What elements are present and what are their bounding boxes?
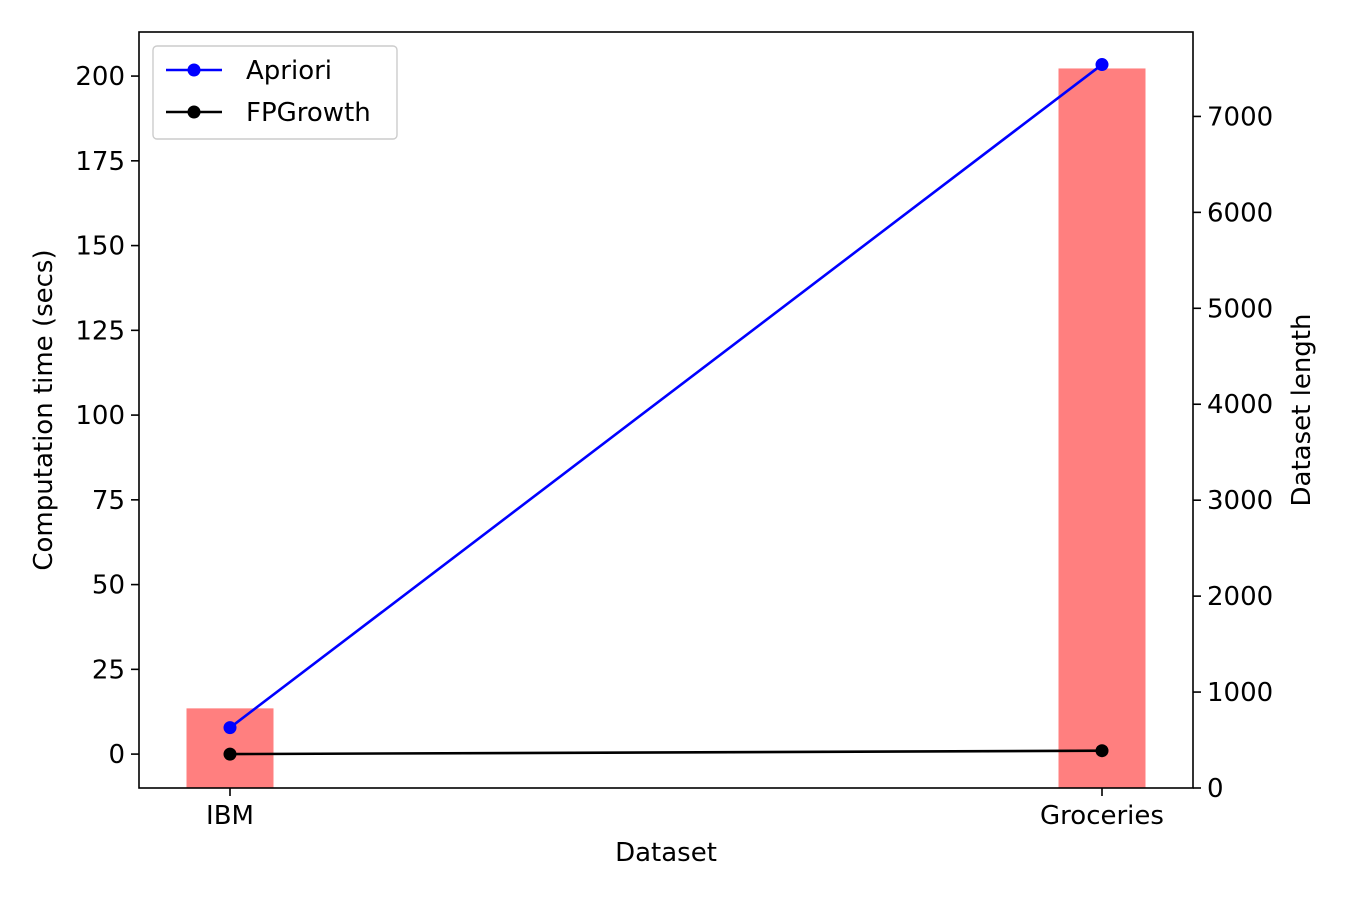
lines-layer xyxy=(187,58,1146,788)
x-axis: IBM Groceries xyxy=(206,788,1164,831)
left-tick-label: 25 xyxy=(92,655,125,685)
point-apriori-ibm xyxy=(223,721,237,735)
bar-overlay-groceries xyxy=(1059,68,1146,788)
left-tick-label: 175 xyxy=(75,147,125,177)
left-tick-label: 0 xyxy=(108,740,125,770)
right-tick-label: 1000 xyxy=(1207,678,1273,708)
x-axis-title: Dataset xyxy=(615,838,717,868)
left-y-axis-title: Computation time (secs) xyxy=(29,249,59,570)
legend: Apriori FPGrowth xyxy=(152,45,398,140)
right-y-axis: 0 1000 2000 3000 4000 5000 6000 7000 xyxy=(1193,102,1273,804)
legend-label-apriori: Apriori xyxy=(246,56,332,86)
right-tick-label: 6000 xyxy=(1207,198,1273,228)
right-y-axis-title: Dataset length xyxy=(1287,314,1317,507)
point-fpgrowth-ibm xyxy=(223,747,237,761)
x-tick-label-groceries: Groceries xyxy=(1040,801,1164,831)
bars-layer xyxy=(186,68,1146,789)
left-y-axis: 0 25 50 75 100 125 150 175 200 xyxy=(75,62,139,770)
plot-frame xyxy=(138,31,1194,789)
legend-marker-apriori xyxy=(187,63,201,77)
point-fpgrowth-groceries xyxy=(1095,744,1109,758)
series-line-apriori xyxy=(229,63,1103,729)
left-tick-label: 150 xyxy=(75,232,125,262)
left-tick-label: 125 xyxy=(75,316,125,346)
left-tick-label: 50 xyxy=(92,571,125,601)
left-tick-label: 100 xyxy=(75,401,125,431)
left-tick-label: 75 xyxy=(92,486,125,516)
right-tick-label: 0 xyxy=(1207,774,1224,804)
left-tick-label: 200 xyxy=(75,62,125,92)
right-tick-label: 4000 xyxy=(1207,390,1273,420)
right-tick-label: 3000 xyxy=(1207,486,1273,516)
bar-overlay-ibm xyxy=(187,708,274,788)
point-apriori-groceries xyxy=(1095,58,1109,72)
legend-label-fpgrowth: FPGrowth xyxy=(246,98,371,128)
right-tick-label: 5000 xyxy=(1207,294,1273,324)
x-tick-label-ibm: IBM xyxy=(206,801,254,831)
legend-marker-fpgrowth xyxy=(187,105,201,119)
right-tick-label: 2000 xyxy=(1207,582,1273,612)
bar-groceries xyxy=(1058,68,1146,789)
series-line-fpgrowth xyxy=(229,749,1103,756)
right-tick-label: 7000 xyxy=(1207,102,1273,132)
